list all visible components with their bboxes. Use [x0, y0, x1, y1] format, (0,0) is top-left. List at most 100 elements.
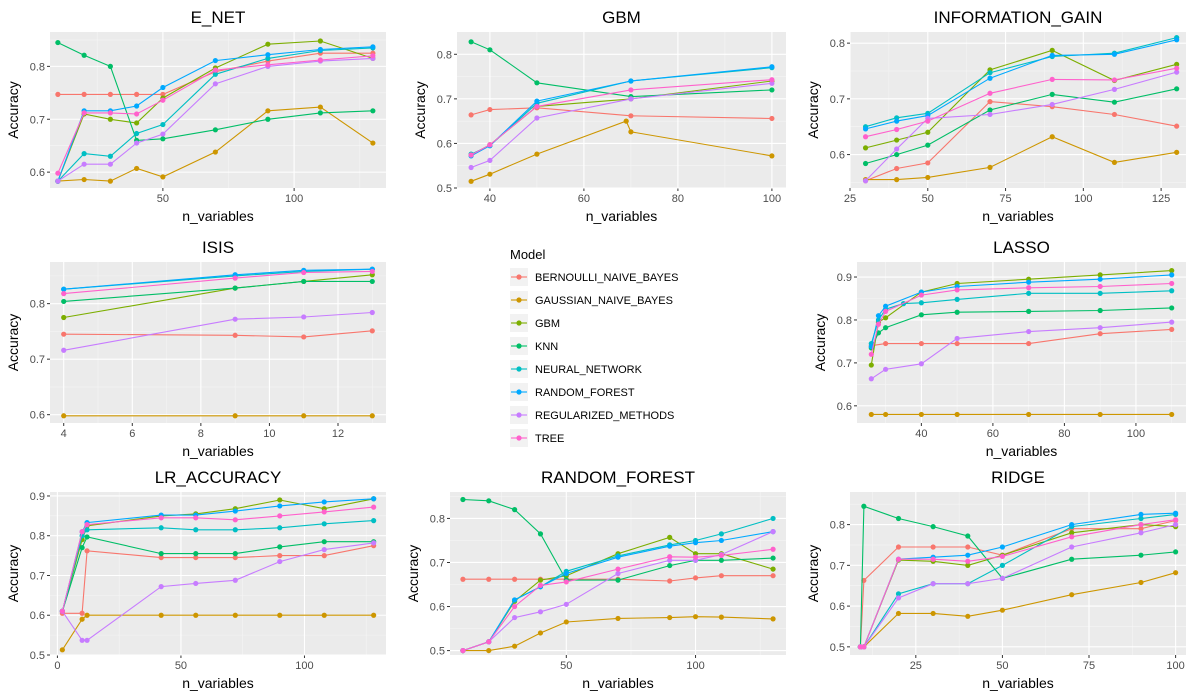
- data-point-knn: [534, 80, 540, 86]
- data-point-bernoulli-naive-bayes: [628, 113, 634, 119]
- panel-background: [850, 492, 1186, 655]
- data-point-random-forest: [1049, 52, 1055, 59]
- series-line-knn: [462, 498, 774, 581]
- panel-title: GBM: [602, 8, 641, 27]
- data-point-neural-network: [212, 71, 218, 77]
- data-point-random-forest: [512, 597, 518, 603]
- x-tick-label: 100: [763, 193, 781, 205]
- y-tick-label: 0.7: [830, 560, 845, 572]
- y-tick-label: 0.6: [830, 601, 845, 613]
- data-point-gaussian-naive-bayes: [468, 178, 474, 184]
- data-point-tree: [81, 110, 87, 116]
- data-point-tree: [61, 291, 67, 297]
- data-point-tree: [301, 269, 307, 276]
- data-point-regularized-methods: [999, 575, 1006, 581]
- data-point-gbm: [277, 497, 283, 503]
- y-axis-title: Accuracy: [5, 81, 21, 139]
- legend-entry-gbm: GBM: [510, 314, 560, 332]
- data-point-regularized-methods: [1173, 522, 1179, 528]
- data-point-bernoulli-naive-bayes: [277, 553, 283, 559]
- data-point-bernoulli-naive-bayes: [918, 340, 924, 347]
- panel-lr-accuracy: 0 50 100 0.5 0.6 0.7 0.8 0.9 LR_ACCURACY n_variab…: [5, 468, 386, 691]
- y-tick-label: 0.8: [30, 531, 45, 543]
- data-point-regularized-methods: [883, 366, 889, 372]
- x-tick-label: 0: [54, 660, 60, 672]
- data-point-tree: [369, 268, 375, 275]
- data-point-tree: [1111, 77, 1118, 83]
- data-point-knn: [770, 555, 776, 561]
- data-point-bernoulli-naive-bayes: [925, 160, 931, 166]
- data-point-tree: [193, 515, 199, 521]
- data-point-bernoulli-naive-bayes: [883, 340, 889, 347]
- x-axis-title: n_variables: [582, 675, 654, 691]
- legend-key-point: [516, 343, 522, 349]
- data-point-neural-network: [1026, 290, 1032, 296]
- chart-panels: 50 1000.60.70.8E_NETn_variablesAccuracy40…: [5, 8, 1186, 691]
- data-point-knn: [954, 309, 960, 315]
- data-point-regularized-methods: [1174, 69, 1180, 75]
- data-point-gbm: [862, 145, 869, 151]
- data-point-regularized-methods: [134, 140, 140, 146]
- data-point-tree: [160, 97, 166, 103]
- data-point-tree: [321, 509, 327, 515]
- y-tick-label: 0.8: [837, 315, 852, 327]
- data-point-neural-network: [718, 531, 724, 537]
- data-point-gaussian-naive-bayes: [987, 164, 993, 170]
- data-point-bernoulli-naive-bayes: [895, 544, 902, 550]
- data-point-neural-network: [277, 525, 283, 531]
- data-point-regularized-methods: [84, 637, 90, 643]
- data-point-tree: [55, 170, 61, 176]
- data-point-neural-network: [770, 515, 776, 522]
- y-tick-label: 0.7: [30, 114, 45, 126]
- data-point-random-forest: [370, 44, 376, 50]
- data-point-neural-network: [1169, 288, 1175, 294]
- series-group: [857, 503, 1179, 650]
- data-point-knn: [84, 534, 90, 540]
- data-point-tree: [370, 53, 376, 59]
- data-point-tree: [1069, 534, 1075, 540]
- data-point-knn: [301, 278, 307, 285]
- data-point-tree: [999, 553, 1006, 559]
- legend-entry-bernoulli-naive-bayes: BERNOULLI_NAIVE_BAYES: [510, 268, 678, 286]
- data-point-tree: [468, 152, 474, 158]
- series-group: [460, 496, 776, 654]
- x-tick-label: 60: [987, 428, 999, 440]
- data-point-regularized-methods: [868, 376, 874, 382]
- series-line-bernoulli-naive-bayes: [462, 575, 774, 582]
- data-point-bernoulli-naive-bayes: [1174, 123, 1180, 129]
- legend-entry-random-forest: RANDOM_FOREST: [510, 383, 635, 401]
- data-point-gaussian-naive-bayes: [487, 171, 493, 177]
- data-point-bernoulli-naive-bayes: [954, 340, 960, 347]
- x-tick-label: 10: [263, 428, 275, 440]
- data-point-regularized-methods: [1049, 101, 1055, 108]
- data-point-tree: [1049, 76, 1055, 82]
- panel-title: RIDGE: [991, 468, 1045, 487]
- y-axis-title: Accuracy: [5, 314, 21, 372]
- data-point-neural-network: [371, 518, 377, 524]
- x-tick-label: 50: [996, 660, 1008, 672]
- series-line-gaussian-naive-bayes: [462, 616, 774, 652]
- data-point-gaussian-naive-bayes: [623, 118, 629, 124]
- data-point-regularized-methods: [468, 164, 474, 171]
- data-point-knn: [160, 136, 166, 142]
- panel-title: ISIS: [202, 238, 234, 257]
- data-point-bernoulli-naive-bayes: [512, 576, 518, 582]
- data-point-gaussian-naive-bayes: [868, 411, 874, 418]
- data-point-gaussian-naive-bayes: [277, 612, 283, 618]
- legend-label: TREE: [535, 433, 564, 445]
- data-point-bernoulli-naive-bayes: [134, 91, 140, 97]
- data-point-random-forest: [534, 98, 540, 104]
- data-point-tree: [883, 308, 889, 314]
- data-point-bernoulli-naive-bayes: [770, 573, 776, 579]
- data-point-bernoulli-naive-bayes: [1097, 331, 1103, 337]
- y-tick-label: 0.6: [830, 150, 845, 162]
- data-point-random-forest: [628, 78, 634, 84]
- data-point-random-forest: [1026, 279, 1032, 285]
- data-point-knn: [1173, 549, 1179, 555]
- legend-key-point: [516, 412, 522, 418]
- data-point-regularized-methods: [954, 335, 960, 342]
- data-point-knn: [883, 325, 889, 331]
- data-point-gaussian-naive-bayes: [134, 165, 140, 172]
- data-point-random-forest: [862, 126, 869, 132]
- y-tick-label: 0.7: [837, 358, 852, 370]
